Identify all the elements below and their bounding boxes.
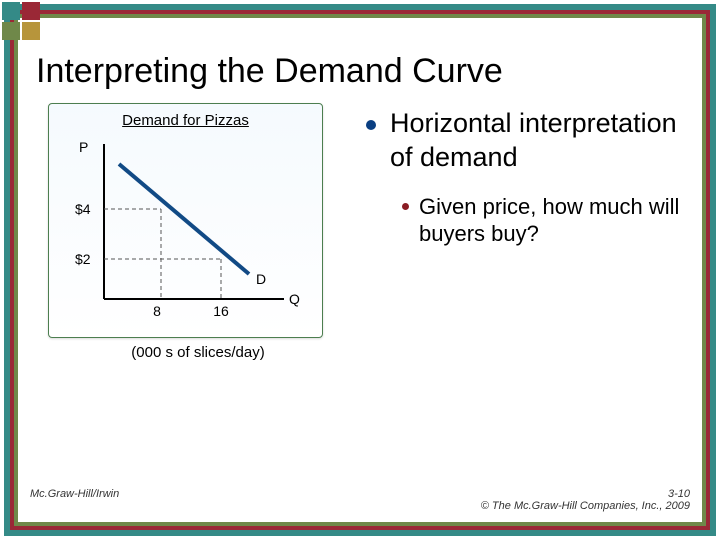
y-tick-0: $4 [75, 201, 91, 217]
footer-left: Mc.Graw-Hill/Irwin [30, 488, 119, 512]
demand-chart: Demand for Pizzas P $4 $2 [48, 103, 348, 361]
footer: Mc.Graw-Hill/Irwin 3-10 © The Mc.Graw-Hi… [30, 488, 690, 512]
chart-svg: P $4 $2 8 16 D Q [49, 134, 324, 334]
x-axis-label: Q [289, 291, 300, 307]
bullet-list: Horizontal interpretation of demand Give… [348, 103, 692, 248]
x-tick-1: 16 [213, 303, 229, 319]
chart-title: Demand for Pizzas [49, 104, 322, 129]
page-title: Interpreting the Demand Curve [36, 52, 692, 91]
line-label: D [256, 271, 266, 287]
footer-right: 3-10 © The Mc.Graw-Hill Companies, Inc.,… [481, 488, 690, 512]
bullet-main: Horizontal interpretation of demand [366, 107, 692, 175]
chart-caption: (000 s of slices/day) [48, 344, 348, 361]
y-tick-1: $2 [75, 251, 91, 267]
bullet-main-text: Horizontal interpretation of demand [390, 107, 692, 175]
slide-content: Interpreting the Demand Curve Demand for… [28, 28, 692, 512]
bullet-icon [402, 203, 409, 210]
bullet-sub: Given price, how much will buyers buy? [402, 193, 692, 248]
x-tick-0: 8 [153, 303, 161, 319]
y-axis-label: P [79, 139, 88, 155]
bullet-icon [366, 120, 376, 130]
bullet-sub-text: Given price, how much will buyers buy? [419, 193, 692, 248]
